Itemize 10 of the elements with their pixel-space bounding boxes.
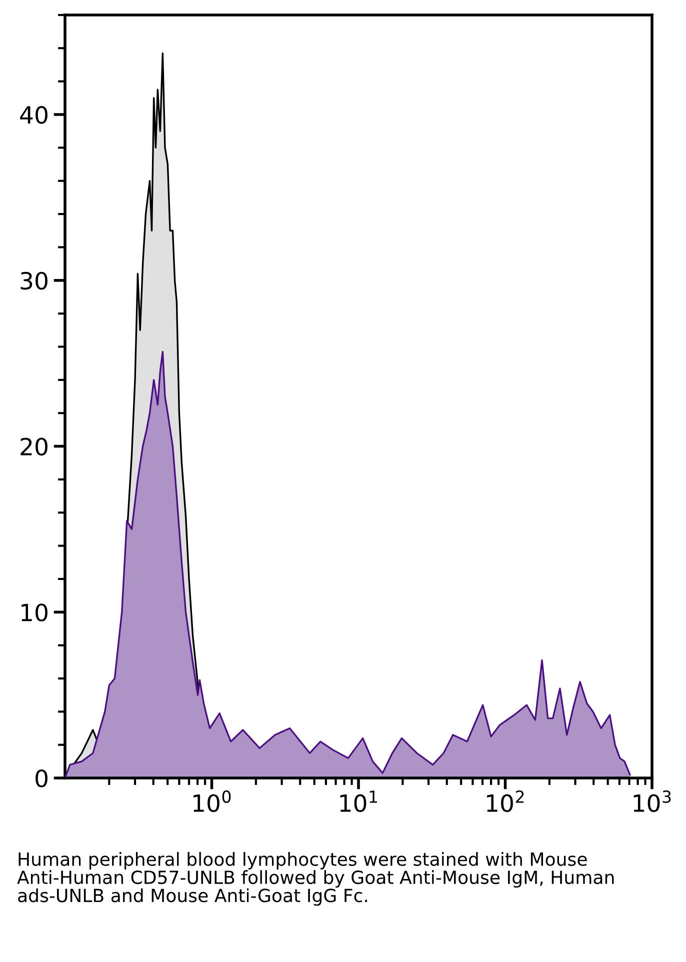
x-tick-label: 10$^{3}$ (634, 790, 671, 812)
x-tick-label: 10$^{0}$ (194, 790, 231, 812)
y-tick-label: 40 (20, 106, 48, 124)
y-tick-label: 10 (22, 604, 48, 622)
y-tick-label: 0 (36, 769, 48, 788)
y-tick-label: 20 (20, 438, 48, 456)
text: Human peripheral blood lymphocytes were stained with Mouse Anti-Human CD57-UNLB followed by Goat Anti-Mouse IgM, Human ads-UNLB and Mouse Anti-Goat IgG Fc. (17, 852, 614, 906)
y-tick-label: 30 (20, 272, 48, 290)
x-tick-label: 10$^{2}$ (487, 790, 524, 812)
x-tick-label: 10$^{1}$ (340, 790, 377, 812)
